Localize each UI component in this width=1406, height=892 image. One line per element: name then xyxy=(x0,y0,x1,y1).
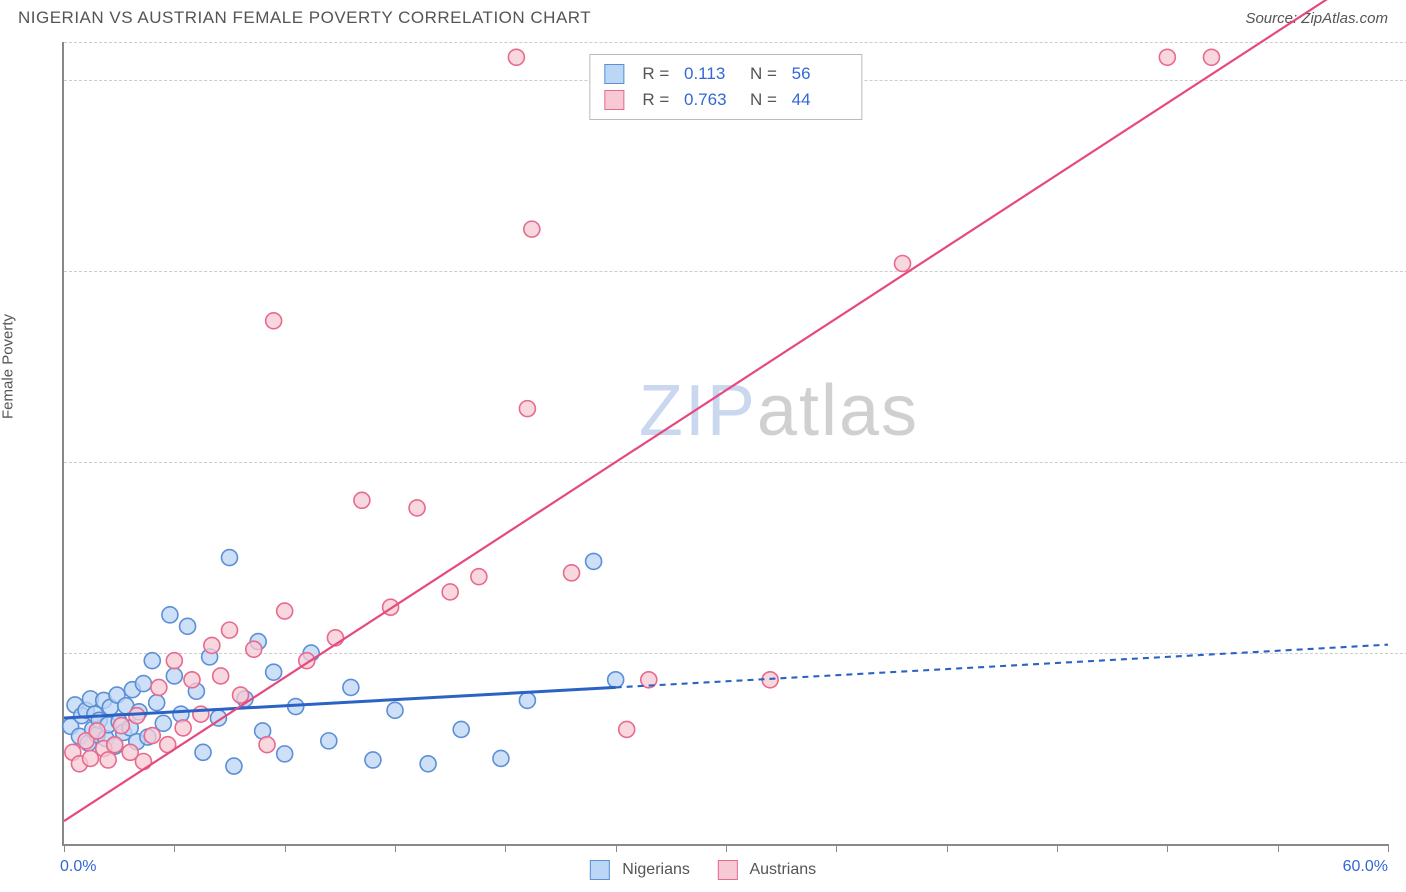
x-tick xyxy=(616,844,617,852)
n-value-nigerians: 56 xyxy=(792,61,848,87)
x-tick xyxy=(947,844,948,852)
x-tick xyxy=(174,844,175,852)
x-tick xyxy=(1388,844,1389,852)
legend-swatch-nigerians xyxy=(590,860,610,880)
n-value-austrians: 44 xyxy=(792,87,848,113)
x-tick xyxy=(395,844,396,852)
regression-line xyxy=(64,687,616,718)
x-tick xyxy=(505,844,506,852)
legend-item-austrians: Austrians xyxy=(718,860,816,880)
chart-source: Source: ZipAtlas.com xyxy=(1245,10,1388,27)
series-legend: Nigerians Austrians xyxy=(590,860,816,880)
swatch-austrians xyxy=(604,90,624,110)
x-tick xyxy=(64,844,65,852)
x-axis-max-label: 60.0% xyxy=(1343,858,1388,876)
stats-row-nigerians: R = 0.113 N = 56 xyxy=(604,61,847,87)
regression-line-extrapolated xyxy=(616,645,1388,688)
r-value-nigerians: 0.113 xyxy=(684,61,740,87)
legend-item-nigerians: Nigerians xyxy=(590,860,690,880)
plot-region: ZIPatlas R = 0.113 N = 56 R = 0.763 N = … xyxy=(62,42,1388,846)
x-axis-min-label: 0.0% xyxy=(60,858,96,876)
legend-label-austrians: Austrians xyxy=(749,861,816,878)
x-tick xyxy=(1057,844,1058,852)
x-tick xyxy=(726,844,727,852)
swatch-nigerians xyxy=(604,64,624,84)
regression-line xyxy=(64,0,1388,821)
legend-swatch-austrians xyxy=(718,860,738,880)
y-axis-label: Female Poverty xyxy=(0,314,17,419)
x-tick xyxy=(1278,844,1279,852)
chart-area: Female Poverty ZIPatlas R = 0.113 N = 56… xyxy=(18,42,1388,884)
chart-title: NIGERIAN VS AUSTRIAN FEMALE POVERTY CORR… xyxy=(18,8,591,28)
x-tick xyxy=(836,844,837,852)
chart-header: NIGERIAN VS AUSTRIAN FEMALE POVERTY CORR… xyxy=(0,0,1406,32)
legend-label-nigerians: Nigerians xyxy=(622,861,690,878)
r-value-austrians: 0.763 xyxy=(684,87,740,113)
x-tick xyxy=(285,844,286,852)
stats-row-austrians: R = 0.763 N = 44 xyxy=(604,87,847,113)
x-tick xyxy=(1167,844,1168,852)
stats-legend: R = 0.113 N = 56 R = 0.763 N = 44 xyxy=(589,54,862,120)
regression-layer xyxy=(64,42,1388,844)
